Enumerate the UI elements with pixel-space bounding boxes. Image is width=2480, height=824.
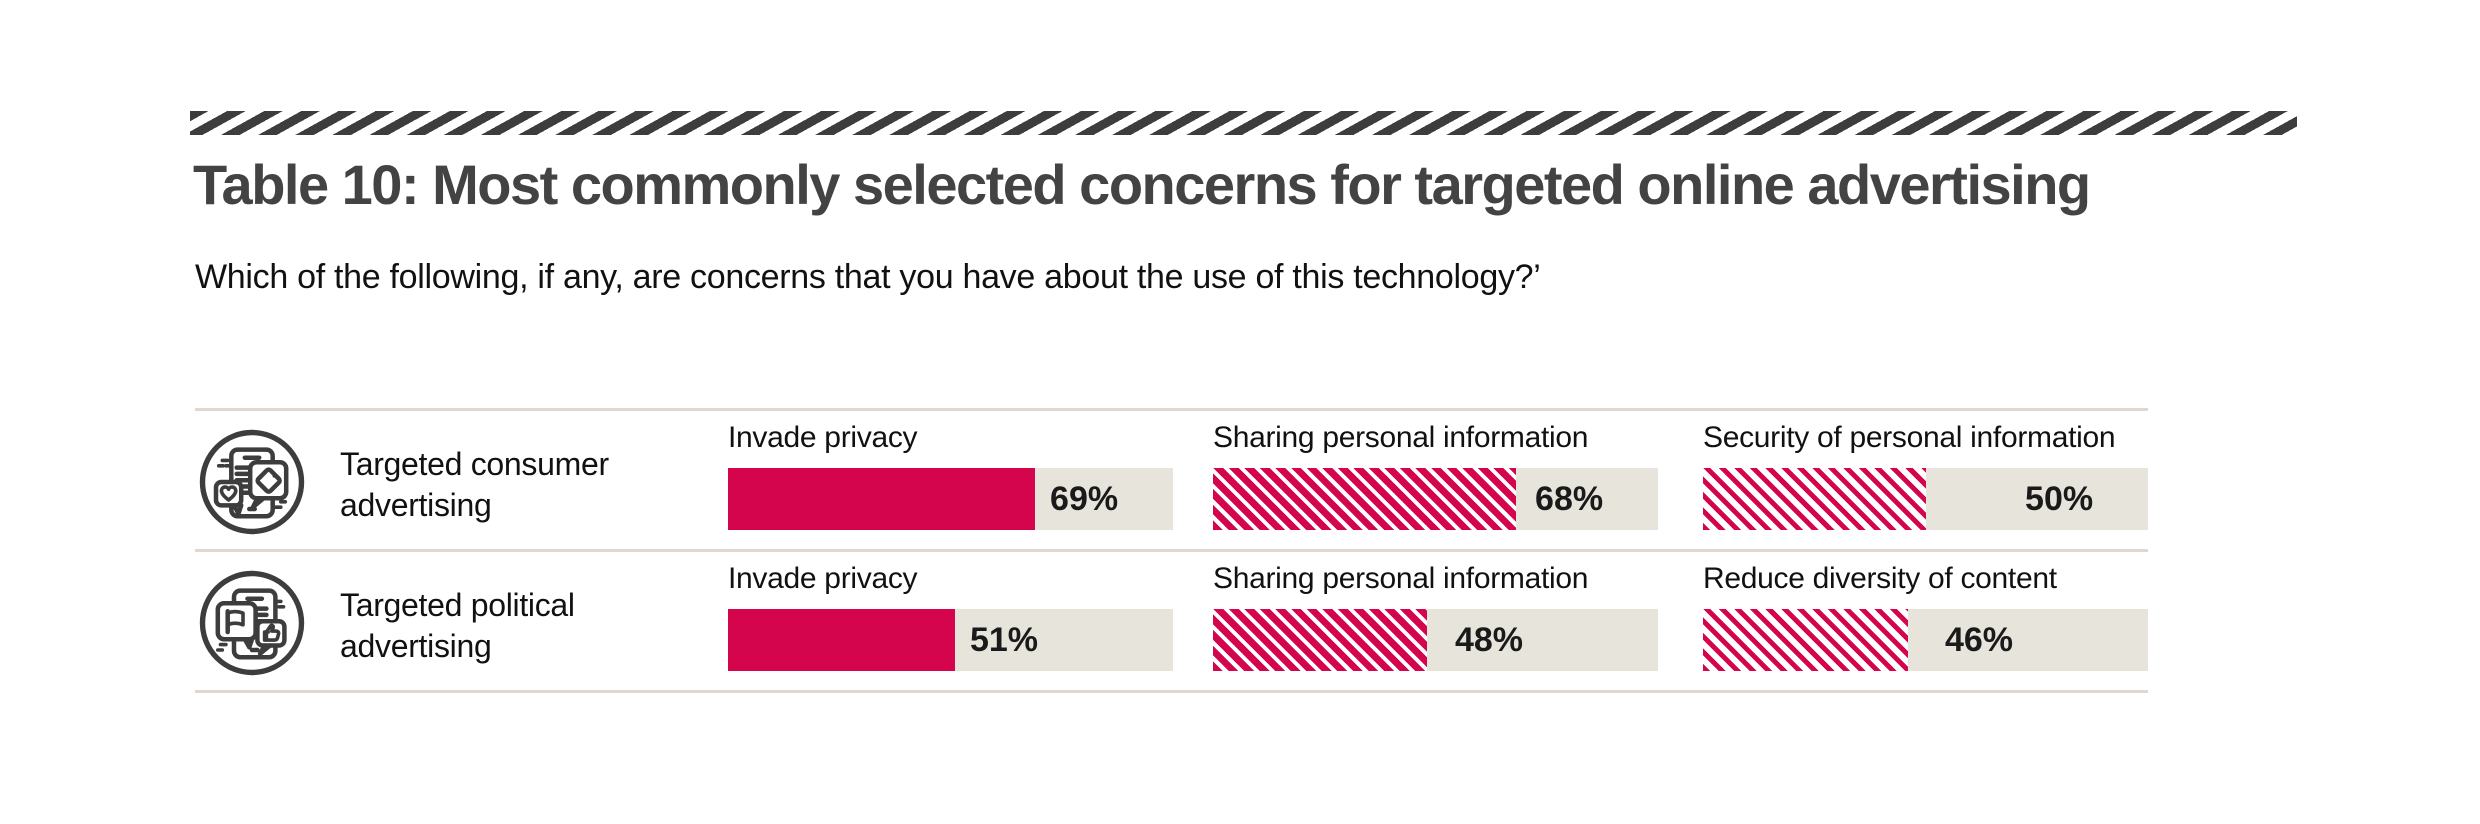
bar-fill xyxy=(1703,468,1926,530)
consumer-advertising-icon xyxy=(198,428,306,536)
bar-value: 46% xyxy=(1944,621,2013,659)
bar-fill xyxy=(728,468,1036,530)
concerns-table: Targeted consumer advertising Invade pri… xyxy=(195,408,2148,693)
hatched-divider xyxy=(190,111,2297,135)
bar-label: Invade privacy xyxy=(728,421,918,454)
bar-label: Security of personal information xyxy=(1703,421,2116,454)
bar-column: Sharing personal information 48% xyxy=(1213,552,1658,690)
bar-track: 50% xyxy=(1703,468,2148,530)
bar-track: 51% xyxy=(728,609,1173,671)
bar-track: 46% xyxy=(1703,609,2148,671)
bar-columns: Invade privacy 69% Sharing personal info… xyxy=(728,411,2148,549)
bar-value: 48% xyxy=(1454,621,1523,659)
table-row: Targeted consumer advertising Invade pri… xyxy=(195,408,2148,549)
bar-value: 50% xyxy=(2025,480,2094,518)
bar-column: Invade privacy 69% xyxy=(728,411,1173,549)
bar-value: 68% xyxy=(1535,480,1604,518)
bar-label: Sharing personal information xyxy=(1213,421,1589,454)
bar-track: 69% xyxy=(728,468,1173,530)
bar-track: 48% xyxy=(1213,609,1658,671)
table-row: Targeted political advertising Invade pr… xyxy=(195,549,2148,690)
political-advertising-icon xyxy=(198,569,306,677)
figure-title: Table 10: Most commonly selected concern… xyxy=(193,153,2091,216)
bar-column: Security of personal information 50% xyxy=(1703,411,2148,549)
bar-column: Invade privacy 51% xyxy=(728,552,1173,690)
survey-question: Which of the following, if any, are conc… xyxy=(195,258,1541,296)
bar-value: 51% xyxy=(969,621,1038,659)
bar-label: Reduce diversity of content xyxy=(1703,562,2057,595)
bar-fill xyxy=(1213,609,1427,671)
row-label: Targeted political advertising xyxy=(340,587,575,664)
bar-value: 69% xyxy=(1050,480,1119,518)
bar-label: Sharing personal information xyxy=(1213,562,1589,595)
bar-fill xyxy=(1703,609,1908,671)
bar-column: Sharing personal information 68% xyxy=(1213,411,1658,549)
bar-fill xyxy=(728,609,955,671)
bar-fill xyxy=(1213,468,1516,530)
bar-columns: Invade privacy 51% Sharing personal info… xyxy=(728,552,2148,690)
bar-column: Reduce diversity of content 46% xyxy=(1703,552,2148,690)
bar-label: Invade privacy xyxy=(728,562,918,595)
bar-track: 68% xyxy=(1213,468,1658,530)
row-label: Targeted consumer advertising xyxy=(340,446,609,523)
